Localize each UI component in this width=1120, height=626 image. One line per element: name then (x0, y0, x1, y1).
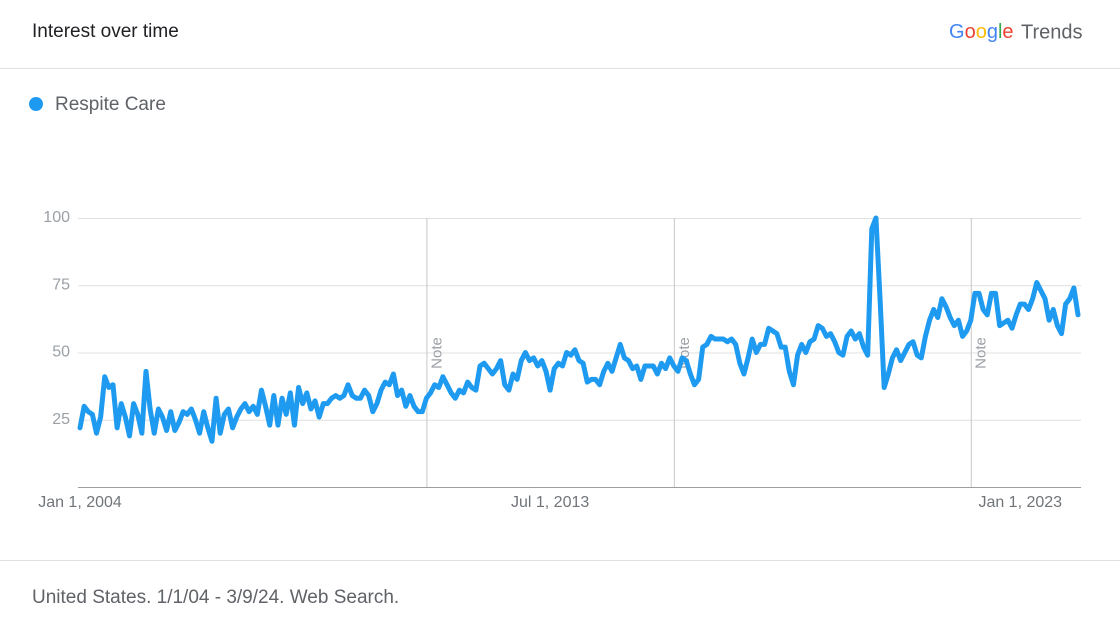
note-label: Note (428, 337, 445, 369)
y-tick-label: 25 (52, 411, 70, 428)
legend-dot (29, 97, 43, 111)
y-tick-label: 50 (52, 344, 70, 361)
note-label: Note (973, 337, 990, 369)
footer-text: United States. 1/1/04 - 3/9/24. Web Sear… (32, 587, 399, 608)
logo-brand: Google (949, 21, 1014, 43)
x-tick-label: Jan 1, 2004 (38, 494, 122, 511)
x-tick-label: Jan 1, 2023 (978, 494, 1062, 511)
series-line (77, 215, 1081, 444)
logo-product: Trends (1021, 21, 1083, 43)
card-title: Interest over time (32, 21, 179, 42)
legend-label: Respite Care (55, 94, 166, 115)
x-tick-label: Jul 1, 2013 (511, 494, 589, 511)
y-tick-label: 100 (43, 209, 70, 226)
y-tick-label: 75 (52, 276, 70, 293)
